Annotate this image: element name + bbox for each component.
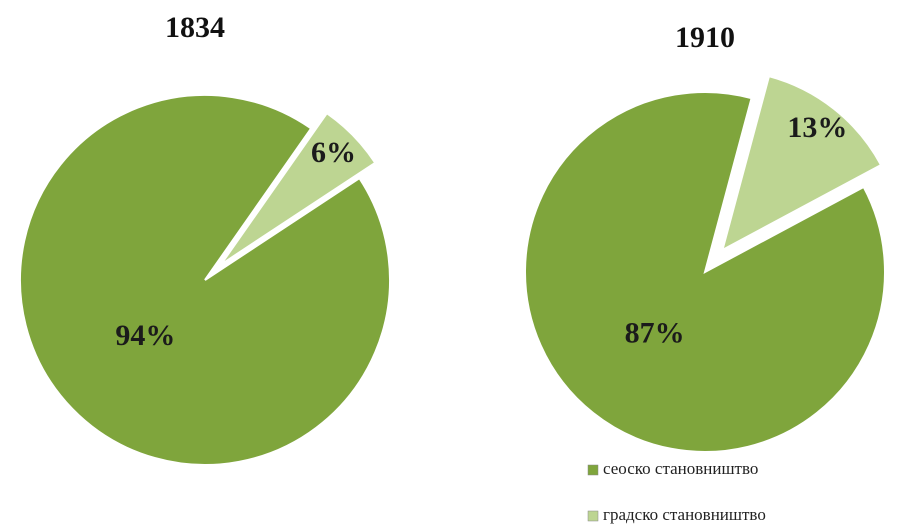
pie-slice [219,111,377,266]
value-label: 94% [115,319,175,352]
value-label: 87% [625,316,685,349]
chart-title: 1910 [675,21,735,54]
legend-label: сеоско становништво [603,459,758,478]
legend-swatch [587,464,599,476]
value-label: 6% [311,136,356,169]
pie-slice [19,94,391,466]
pie-slice [720,74,883,253]
value-label: 13% [787,111,847,144]
legend-swatch [587,510,599,522]
chart-title: 1834 [165,11,225,44]
pie-slice [524,91,886,453]
legend-label: градско становништво [603,505,766,524]
